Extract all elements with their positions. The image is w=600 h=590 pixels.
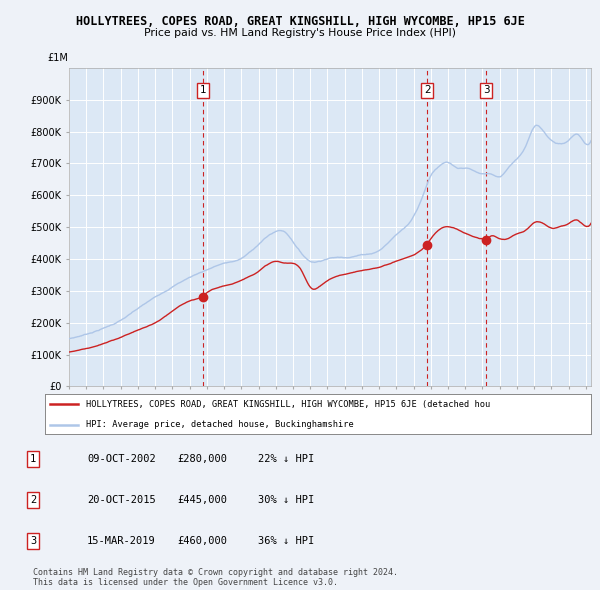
Text: HOLLYTREES, COPES ROAD, GREAT KINGSHILL, HIGH WYCOMBE, HP15 6JE (detached hou: HOLLYTREES, COPES ROAD, GREAT KINGSHILL,…	[86, 400, 490, 409]
Text: 36% ↓ HPI: 36% ↓ HPI	[258, 536, 314, 546]
Text: Contains HM Land Registry data © Crown copyright and database right 2024.: Contains HM Land Registry data © Crown c…	[33, 568, 398, 577]
Text: Price paid vs. HM Land Registry's House Price Index (HPI): Price paid vs. HM Land Registry's House …	[144, 28, 456, 38]
Text: £460,000: £460,000	[177, 536, 227, 546]
Text: 2: 2	[424, 85, 431, 95]
Text: £445,000: £445,000	[177, 495, 227, 504]
Text: 30% ↓ HPI: 30% ↓ HPI	[258, 495, 314, 504]
Text: HOLLYTREES, COPES ROAD, GREAT KINGSHILL, HIGH WYCOMBE, HP15 6JE: HOLLYTREES, COPES ROAD, GREAT KINGSHILL,…	[76, 15, 524, 28]
Text: This data is licensed under the Open Government Licence v3.0.: This data is licensed under the Open Gov…	[33, 578, 338, 588]
Text: 22% ↓ HPI: 22% ↓ HPI	[258, 454, 314, 464]
Text: 3: 3	[30, 536, 36, 546]
Text: 1: 1	[30, 454, 36, 464]
Text: 15-MAR-2019: 15-MAR-2019	[87, 536, 156, 546]
Text: 09-OCT-2002: 09-OCT-2002	[87, 454, 156, 464]
Text: 2: 2	[30, 495, 36, 504]
Text: HPI: Average price, detached house, Buckinghamshire: HPI: Average price, detached house, Buck…	[86, 420, 354, 430]
Text: £1M: £1M	[47, 53, 68, 63]
Text: 20-OCT-2015: 20-OCT-2015	[87, 495, 156, 504]
Text: 1: 1	[200, 85, 206, 95]
Text: 3: 3	[483, 85, 490, 95]
Text: £280,000: £280,000	[177, 454, 227, 464]
